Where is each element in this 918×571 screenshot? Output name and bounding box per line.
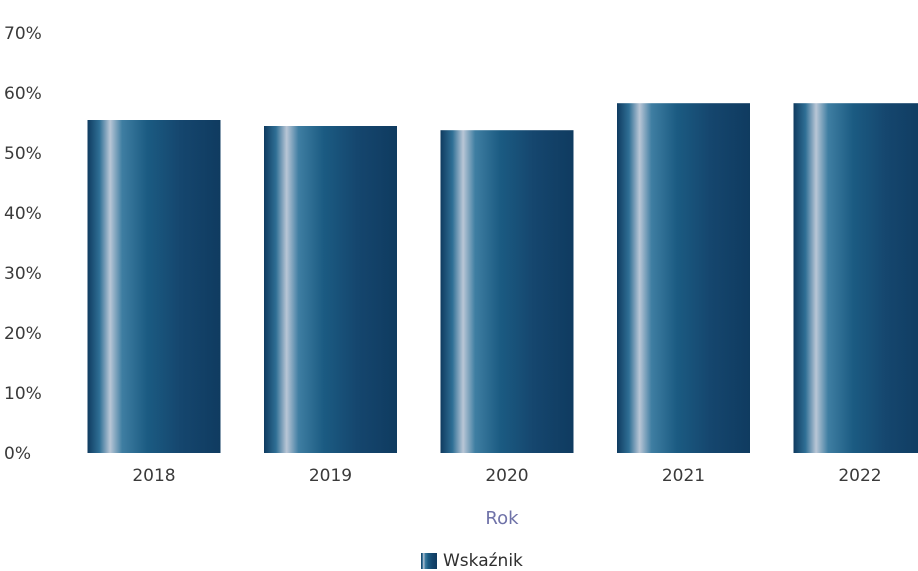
legend-label-wskaznik: Wskaźnik <box>443 551 523 571</box>
y-tick-label: 70% <box>4 24 42 44</box>
y-tick-label: 10% <box>4 384 42 404</box>
bar-2020 <box>440 130 574 453</box>
y-tick-label: 20% <box>4 324 42 344</box>
x-tick-label-2020: 2020 <box>485 466 528 486</box>
x-tick-label-2018: 2018 <box>132 466 175 486</box>
bar-2022 <box>793 103 918 453</box>
y-tick-label: 40% <box>4 204 42 224</box>
bar-2019 <box>264 126 397 453</box>
y-tick-label: 60% <box>4 84 42 104</box>
bars <box>87 103 918 453</box>
legend-swatch-wskaznik <box>421 553 437 569</box>
y-tick-label: 0% <box>4 444 31 464</box>
x-axis-title: Rok <box>485 508 519 529</box>
bar-2021 <box>617 103 750 453</box>
bar-2018 <box>87 120 221 453</box>
legend: Wskaźnik <box>421 551 523 571</box>
x-tick-label-2019: 2019 <box>309 466 352 486</box>
x-axis-ticks: 2018 2019 2020 2021 2022 <box>132 466 881 486</box>
y-axis-ticks: 0% 10% 20% 30% 40% 50% 60% 70% <box>4 24 42 464</box>
x-tick-label-2021: 2021 <box>662 466 705 486</box>
y-tick-label: 50% <box>4 144 42 164</box>
x-tick-label-2022: 2022 <box>838 466 881 486</box>
y-tick-label: 30% <box>4 264 42 284</box>
